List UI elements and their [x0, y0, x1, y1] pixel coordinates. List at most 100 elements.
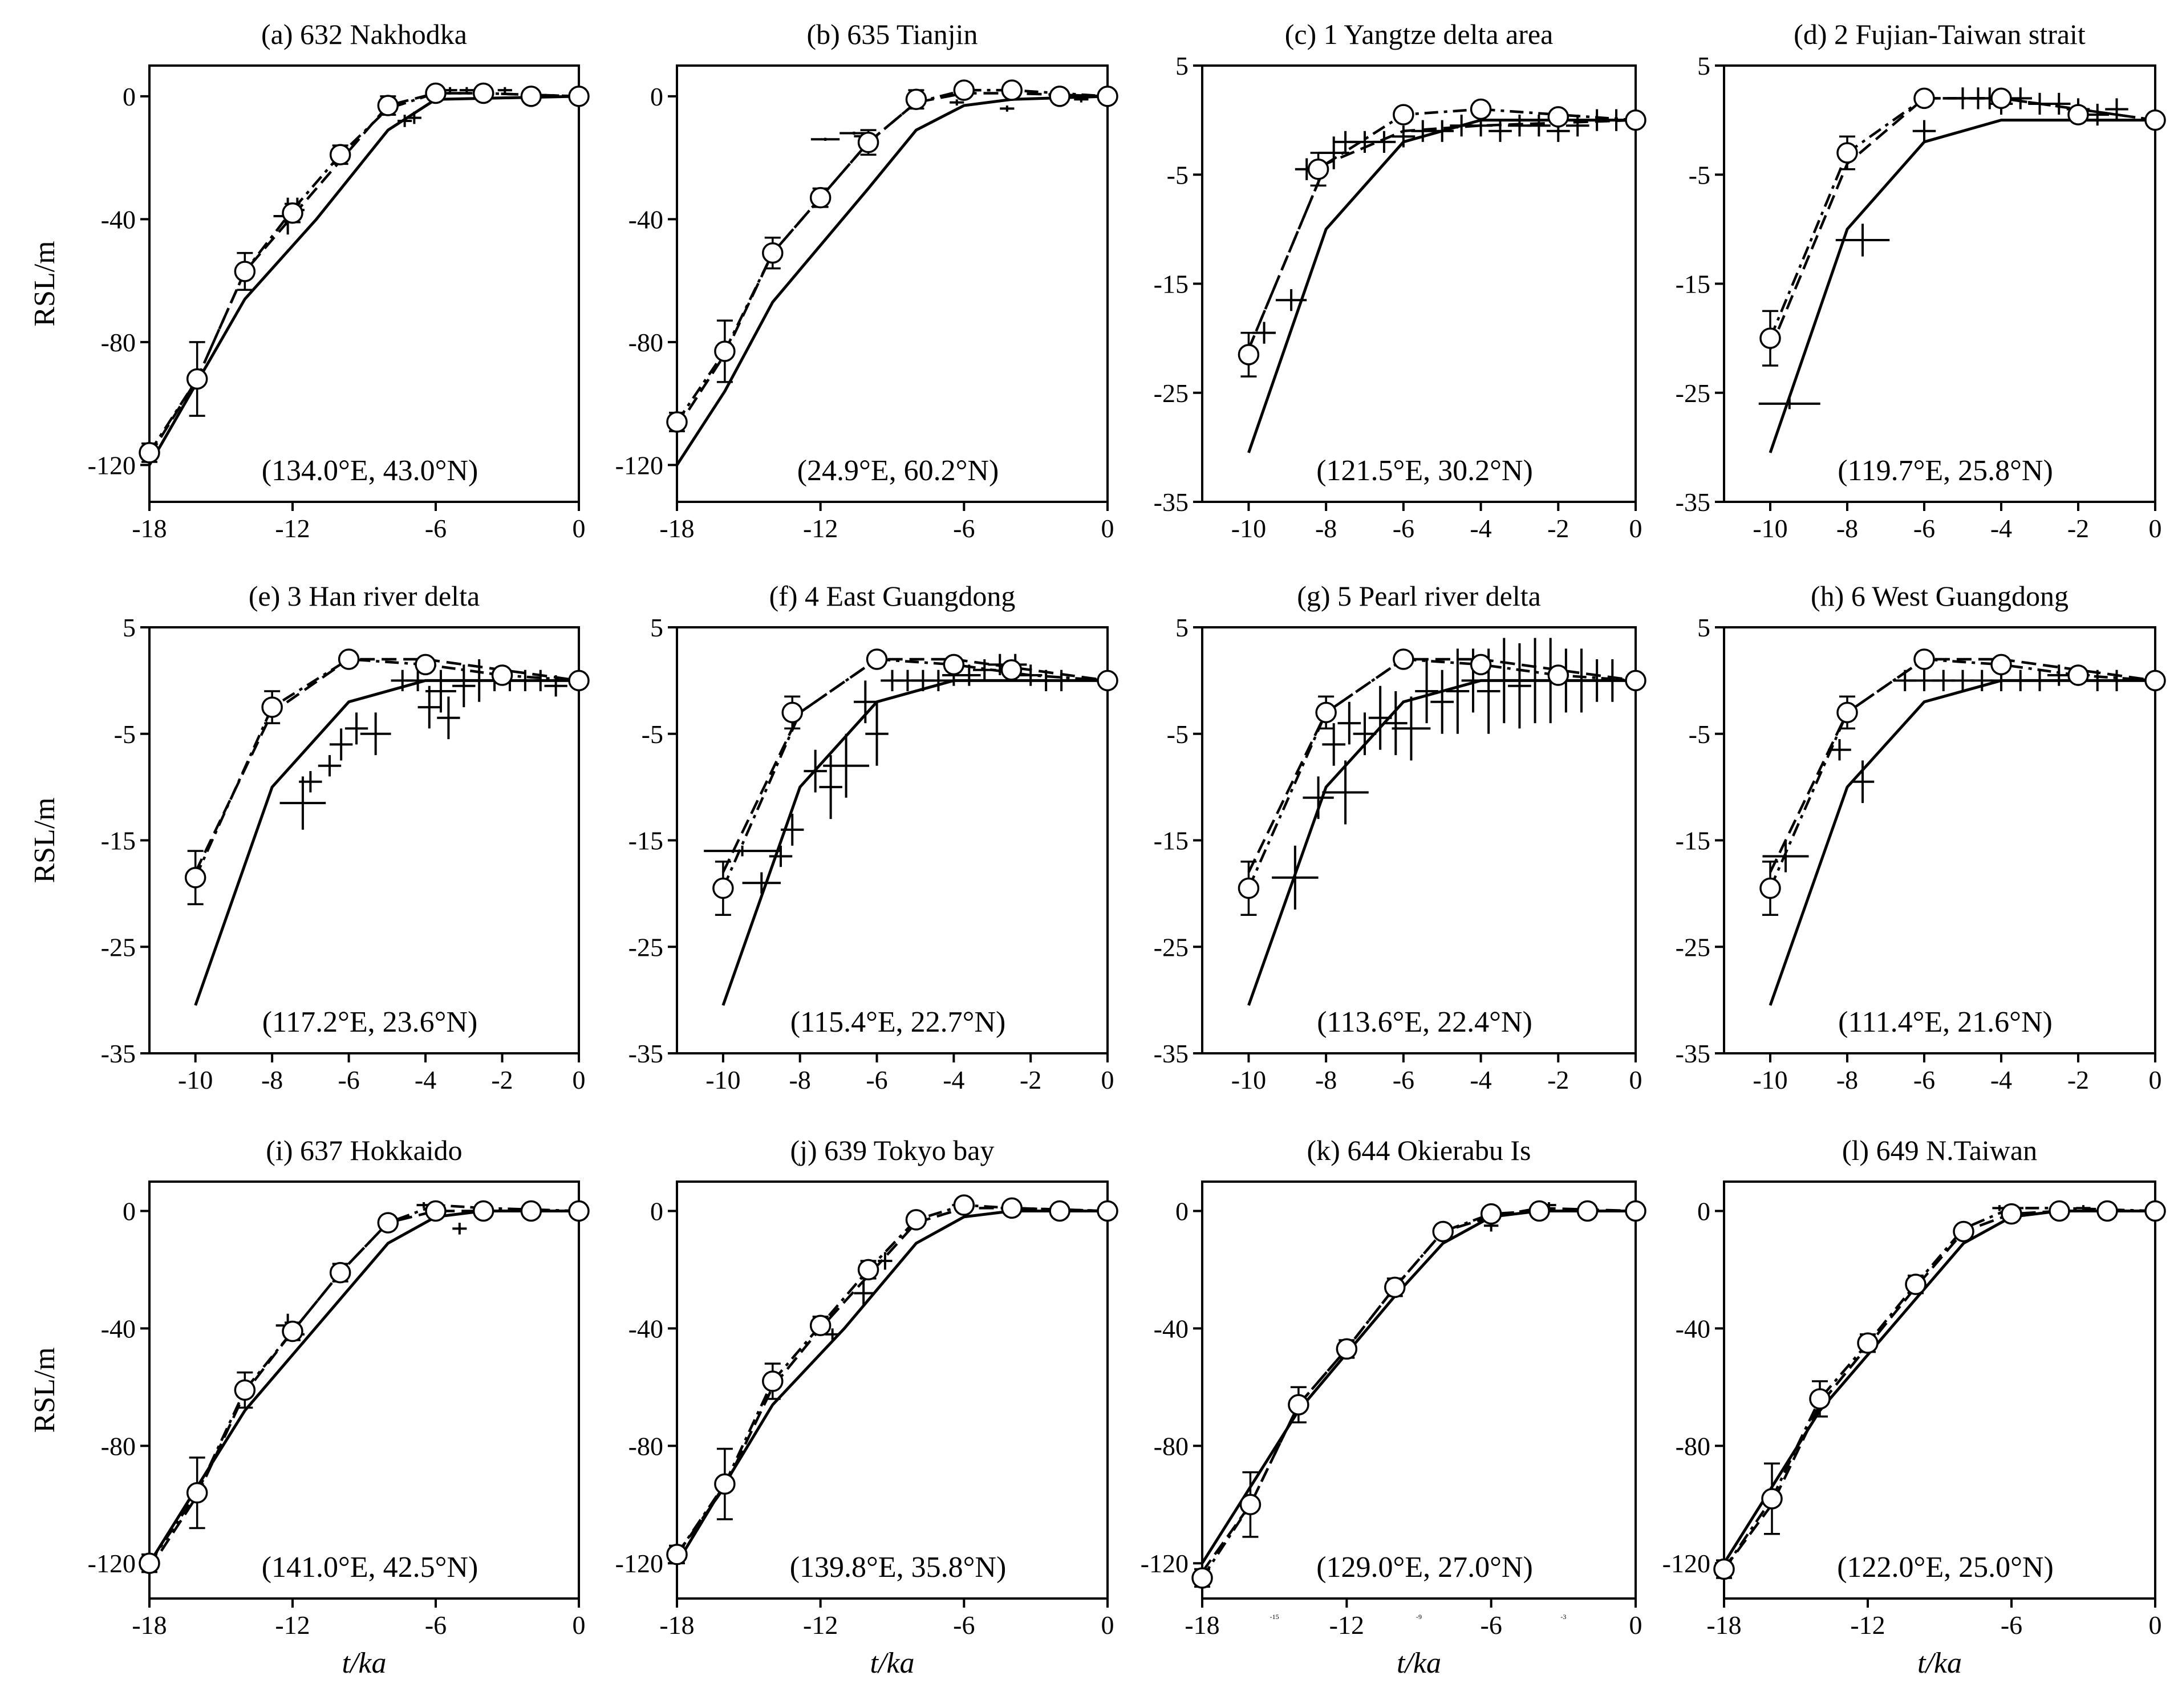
panel-b: (b) 635 Tianjin -18 -12 -6 0 0 -40 -80 -120 (24.9…: [615, 18, 1118, 543]
x-tick-label: -6: [866, 1065, 887, 1094]
model-solid-line: [1722, 1209, 2155, 1564]
panel-title: (a) 632 Nakhodka: [261, 18, 467, 50]
observation-cross: [425, 670, 456, 713]
observation-cross: [781, 813, 804, 846]
site-coordinates: (24.9°E, 60.2°N): [797, 455, 999, 487]
x-tick-label: -18: [659, 1610, 694, 1640]
x-tick-label: -18: [1185, 1610, 1219, 1640]
y-tick-label: -40: [628, 205, 663, 234]
x-minor-tick-label: -3: [1560, 1613, 1566, 1621]
observation-cross: [279, 776, 326, 830]
x-tick-label: -10: [705, 1065, 740, 1094]
model-circle-point: [1238, 861, 1260, 916]
model-solid-line: [675, 1209, 1108, 1564]
y-tick-label: -25: [1154, 932, 1189, 961]
model-circle-point: [472, 82, 494, 104]
x-tick-label: -4: [1470, 1065, 1491, 1094]
model-circle-point: [1836, 135, 1858, 171]
model-circle-point: [1097, 670, 1118, 692]
observation-cross: [2009, 87, 2032, 109]
panel-title: (b) 635 Tianjin: [806, 18, 978, 50]
model-dashdot-line: [1247, 108, 1636, 350]
model-circle-point: [1288, 1386, 1309, 1423]
model-circle-point: [1713, 1558, 1735, 1580]
model-dashdot-line: [148, 92, 579, 454]
observation-cross: [1430, 670, 1454, 734]
x-tick-label: -2: [1547, 1065, 1569, 1094]
model-circle-point: [781, 695, 803, 730]
model-dashed-line: [1247, 658, 1636, 873]
model-solid-line: [1200, 1209, 1636, 1564]
model-circle-point: [568, 1200, 590, 1222]
observation-cross: [1384, 691, 1408, 756]
model-circle-point: [762, 1362, 784, 1400]
y-tick-label: -5: [1689, 720, 1710, 749]
y-tick-label: -15: [628, 826, 663, 855]
y-tick-label: -40: [628, 1314, 663, 1343]
observation-cross: [1835, 224, 1890, 257]
model-circle-point: [905, 88, 927, 111]
plot-frame: [1723, 626, 2156, 1054]
model-circle-point: [866, 648, 888, 670]
observation-cross: [1275, 289, 1307, 311]
model-circle-point: [943, 654, 965, 676]
model-dashdot-line: [1201, 1210, 1636, 1579]
x-tick-label: -10: [178, 1065, 213, 1094]
observation-cross: [2086, 103, 2109, 126]
observation-cross: [1353, 712, 1377, 756]
y-tick-label: -80: [1154, 1431, 1189, 1460]
observation-cross: [810, 137, 840, 141]
model-circle-point: [520, 86, 542, 107]
model-dashed-line: [1723, 1210, 2155, 1570]
model-circle-point: [1953, 1220, 1974, 1243]
y-tick-label: -5: [1689, 160, 1710, 189]
panel-title: (l) 649 N.Taiwan: [1842, 1134, 2037, 1166]
observation-cross: [1600, 659, 1624, 702]
observation-cross: [1446, 648, 1470, 734]
model-circle-point: [1990, 87, 2012, 109]
panel-g: (g) 5 Pearl river delta -10 -8 -6 -4 -2 0 5 -5 -1…: [1154, 580, 1646, 1094]
y-tick-label: -25: [101, 932, 136, 961]
observation-cross: [1000, 106, 1015, 112]
x-tick-label: -12: [1850, 1610, 1885, 1640]
observation-cross: [1604, 109, 1628, 131]
model-circle-point: [2067, 104, 2089, 125]
model-circle-point: [1001, 79, 1023, 101]
model-dashdot-line: [1769, 97, 2156, 339]
model-dashdot-line: [1247, 658, 1636, 889]
observation-cross: [854, 680, 877, 724]
model-dashdot-line: [721, 658, 1108, 889]
model-circle-point: [425, 1200, 447, 1222]
x-tick-label: -8: [1315, 514, 1337, 543]
model-circle-point: [2049, 1200, 2070, 1222]
model-circle-point: [905, 1209, 927, 1231]
y-tick-label: -120: [88, 451, 136, 480]
model-circle-point: [2067, 664, 2089, 686]
observation-cross: [1527, 115, 1551, 137]
y-tick-label: -5: [114, 720, 136, 749]
x-tick-label: -8: [789, 1065, 811, 1094]
y-tick-label: 0: [650, 82, 663, 111]
y-tick-label: 5: [1175, 51, 1189, 80]
x-tick-label: -6: [2001, 1610, 2022, 1640]
model-circle-point: [1528, 1200, 1550, 1222]
y-tick-label: 5: [650, 613, 663, 642]
model-dashdot-line: [1723, 1207, 2156, 1570]
observation-cross: [417, 685, 441, 729]
model-circle-point: [1809, 1380, 1831, 1418]
observation-cross: [329, 728, 353, 761]
model-circle-point: [472, 1200, 494, 1222]
x-tick-label: -6: [425, 514, 447, 543]
y-tick-label: -15: [1154, 270, 1189, 299]
model-circle-point: [712, 861, 734, 916]
plot-frame: [148, 64, 580, 503]
observation-cross: [2105, 98, 2128, 120]
site-coordinates: (115.4°E, 22.7°N): [790, 1006, 1006, 1038]
x-tick-label: 0: [1629, 1065, 1642, 1094]
model-circle-point: [377, 1212, 399, 1234]
model-circle-point: [1857, 1332, 1879, 1354]
y-tick-label: -40: [101, 1314, 136, 1343]
x-tick-label: -10: [1753, 1065, 1787, 1094]
panel-title: (f) 4 East Guangdong: [769, 580, 1016, 612]
